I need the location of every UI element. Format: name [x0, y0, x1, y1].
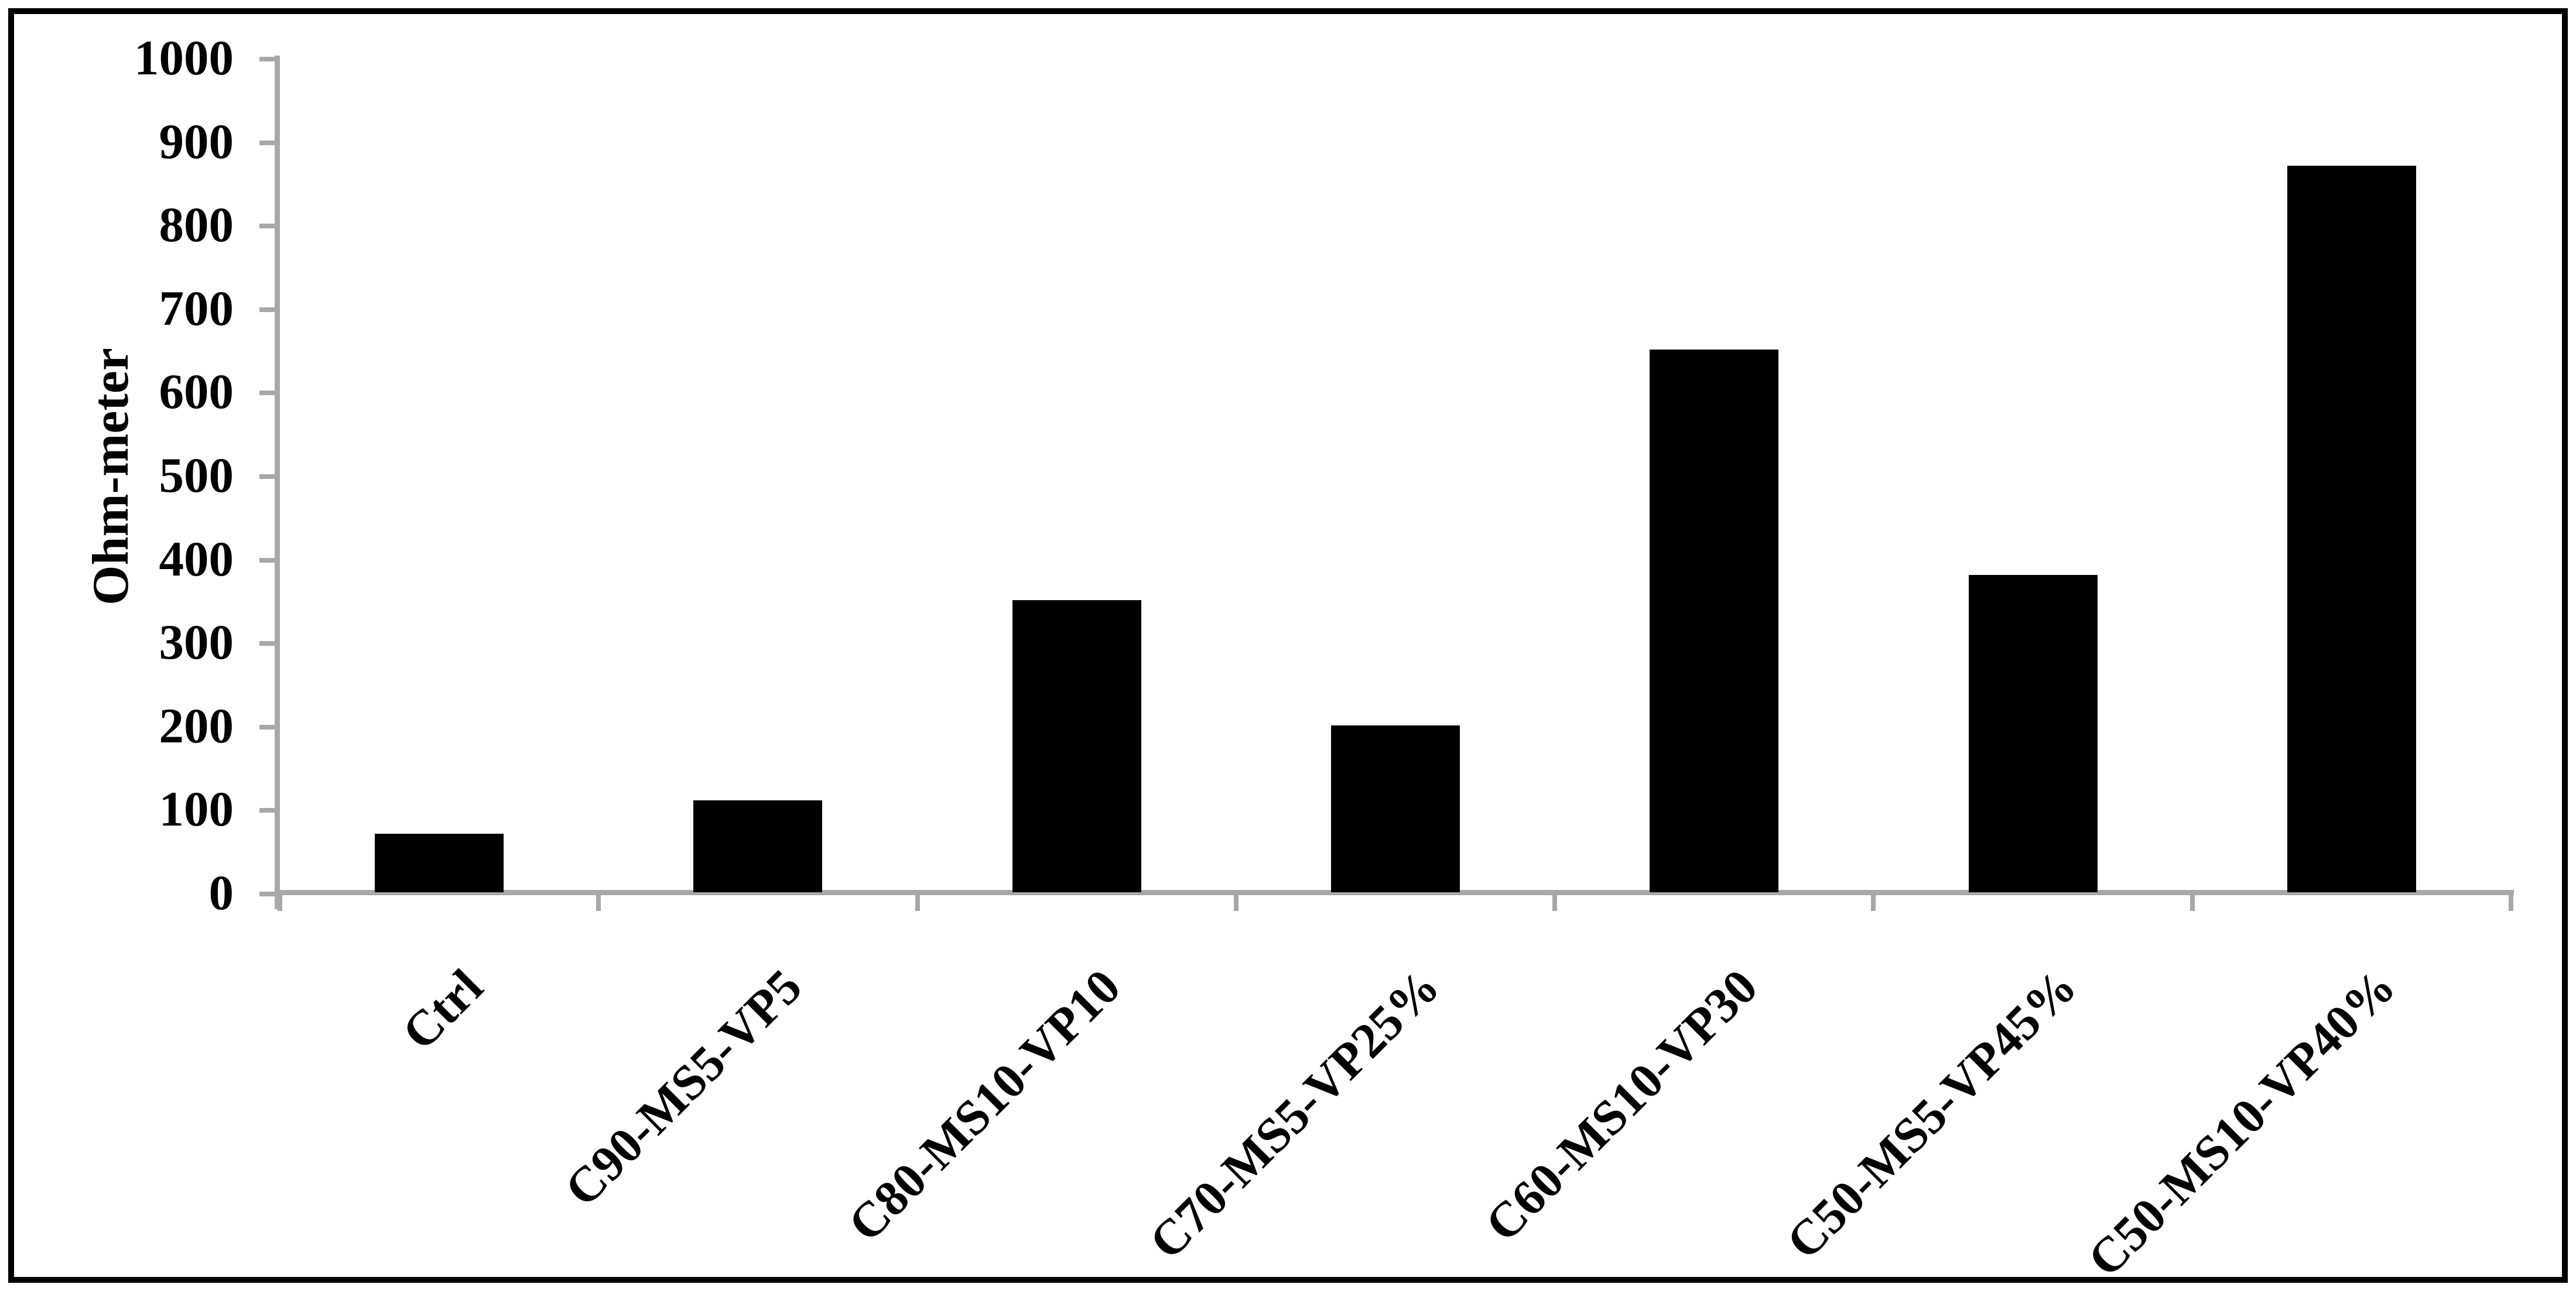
bar-ctrl [375, 834, 504, 892]
y-tick [259, 140, 275, 145]
bar-c50-ms5-vp45 [1969, 575, 2098, 892]
chart-outer-border [8, 8, 2568, 1283]
x-category-label-c70-ms5-vp25: C70-MS5-VP25% [1138, 958, 1450, 1270]
x-axis-line [275, 890, 2514, 895]
x-tick [2190, 895, 2195, 911]
x-category-label-ctrl: Ctrl [392, 958, 494, 1061]
x-tick [596, 895, 601, 911]
y-tick [259, 892, 275, 896]
y-tick [259, 474, 275, 479]
y-tick-label: 0 [208, 865, 234, 920]
x-category-label-c50-ms5-vp45: C50-MS5-VP45% [1776, 958, 2087, 1270]
y-tick [259, 224, 275, 229]
y-tick-label: 200 [159, 698, 234, 754]
bar-c60-ms10-vp30 [1650, 350, 1778, 892]
y-tick-label: 400 [159, 531, 234, 587]
y-tick [259, 557, 275, 563]
y-tick [259, 724, 275, 730]
x-tick [915, 895, 920, 911]
x-tick [1233, 895, 1239, 911]
x-category-label-c60-ms10-vp30: C60-MS10-VP30 [1475, 958, 1768, 1252]
bar-c50-ms10-vp40 [2287, 166, 2416, 892]
y-tick [259, 391, 275, 396]
x-tick [2509, 895, 2513, 911]
y-tick-label: 300 [159, 615, 234, 670]
y-tick-label: 900 [159, 114, 234, 169]
x-tick [1871, 895, 1876, 911]
x-tick [1552, 895, 1558, 911]
x-category-label-c90-ms5-vp5: C90-MS5-VP5 [554, 958, 812, 1217]
y-tick [259, 808, 275, 813]
y-tick-label: 600 [159, 364, 234, 420]
y-tick [259, 641, 275, 646]
y-tick-label: 100 [159, 782, 234, 837]
y-tick-label: 800 [159, 197, 234, 253]
x-tick [278, 895, 282, 911]
x-category-label-c80-ms10-vp10: C80-MS10-VP10 [837, 958, 1131, 1252]
y-tick [259, 57, 275, 61]
x-category-label-c50-ms10-vp40: C50-MS10-VP40% [2077, 958, 2406, 1287]
y-tick [259, 307, 275, 312]
bar-c90-ms5-vp5 [693, 800, 822, 892]
y-tick-label: 500 [159, 448, 234, 503]
y-tick-label: 1000 [134, 30, 234, 85]
bar-c80-ms10-vp10 [1012, 600, 1141, 892]
bar-c70-ms5-vp25 [1331, 725, 1460, 892]
y-tick-label: 700 [159, 280, 234, 336]
y-axis-line [275, 56, 280, 909]
